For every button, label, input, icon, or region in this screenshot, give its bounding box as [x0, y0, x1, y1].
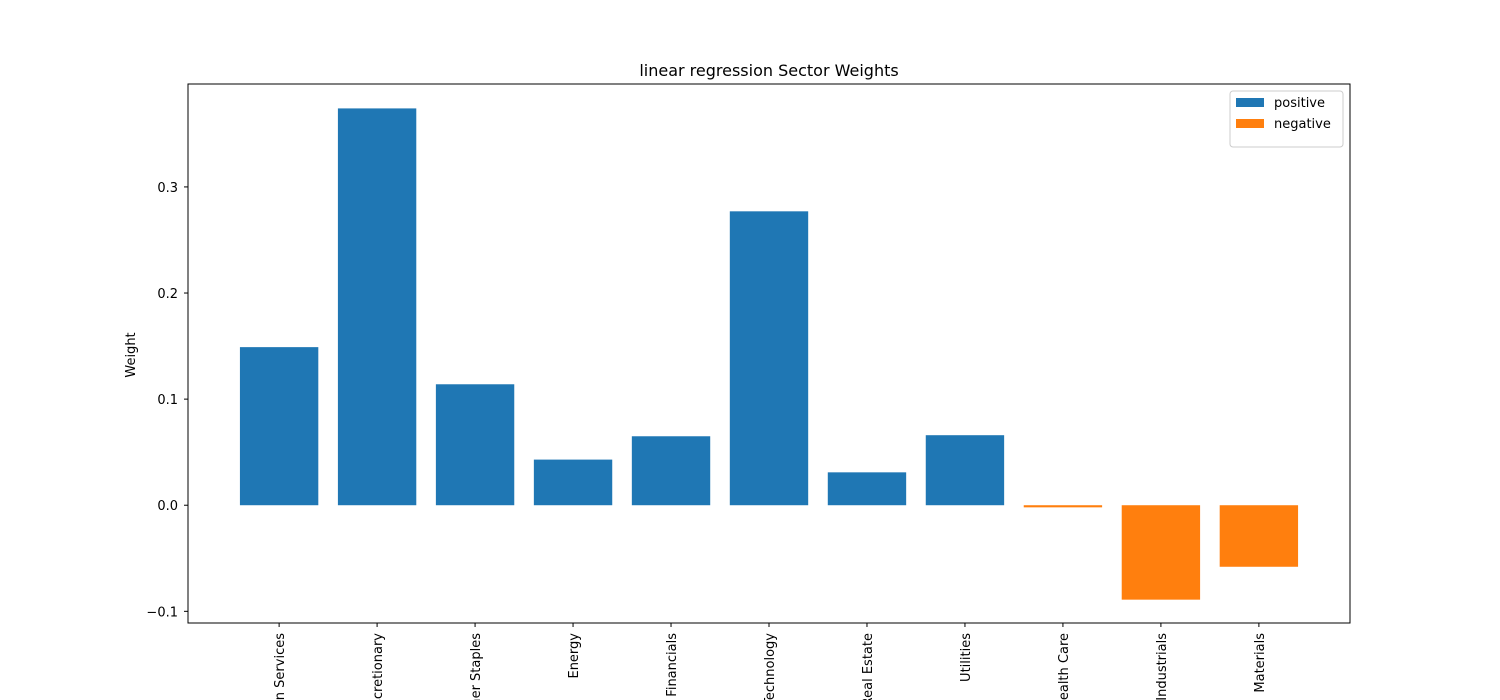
bar	[729, 211, 809, 506]
x-tick-label: Energy	[567, 633, 582, 679]
bar	[1023, 505, 1103, 508]
x-tick-label: Communication Services	[273, 633, 288, 700]
bar	[631, 436, 711, 506]
y-tick-label: 0.1	[157, 393, 178, 408]
y-axis-label: Weight	[124, 332, 139, 377]
bar	[533, 459, 613, 506]
bar	[1219, 505, 1299, 567]
legend-swatch	[1236, 98, 1264, 107]
bar	[435, 384, 515, 506]
bar	[1121, 505, 1201, 600]
legend-swatch	[1236, 119, 1264, 128]
x-tick-label: Materials	[1253, 633, 1268, 693]
plot-frame	[187, 83, 1351, 624]
y-tick-label: −0.1	[146, 605, 178, 620]
bar	[337, 108, 417, 506]
legend-label: negative	[1274, 117, 1331, 132]
chart-title: linear regression Sector Weights	[639, 61, 898, 80]
x-tick-label: Financials	[665, 633, 680, 697]
bar	[925, 435, 1005, 506]
x-tick-label: Consumer Staples	[469, 633, 484, 700]
y-tick-label: 0.2	[157, 287, 178, 302]
legend-label: positive	[1274, 96, 1325, 111]
x-tick-label: Real Estate	[861, 633, 876, 700]
y-tick-label: 0.3	[157, 181, 178, 196]
x-tick-label: Information Technology	[763, 633, 778, 700]
bar	[827, 472, 907, 506]
x-tick-label: Health Care	[1057, 633, 1072, 700]
x-tick-label: Utilities	[959, 633, 974, 682]
y-tick-label: 0.0	[157, 499, 178, 514]
bar	[239, 347, 319, 506]
x-tick-label: Consumer Discretionary	[371, 633, 386, 700]
x-tick-label: Industrials	[1155, 633, 1170, 700]
